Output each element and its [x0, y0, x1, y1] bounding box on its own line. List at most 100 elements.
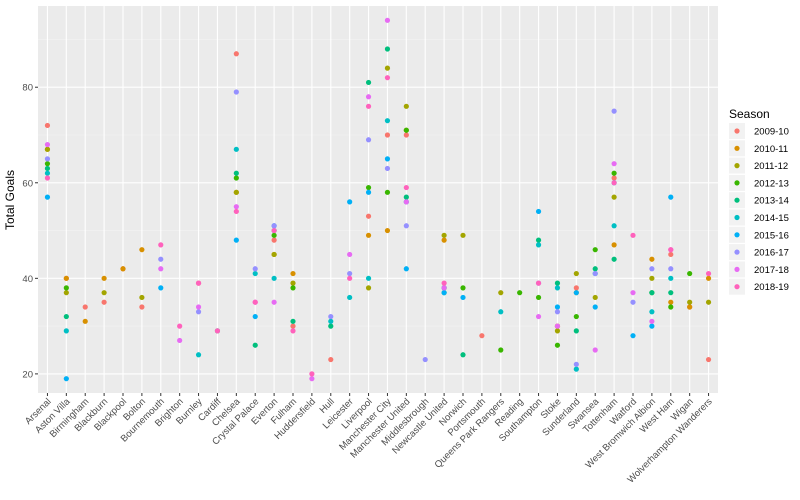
data-point: [195, 309, 202, 315]
data-point: [592, 347, 598, 353]
data-point: [44, 156, 51, 162]
data-point: [517, 290, 523, 296]
data-point: [365, 184, 372, 191]
data-point: [649, 290, 655, 296]
y-tick-label: 40: [22, 274, 33, 285]
data-point: [573, 313, 579, 320]
data-point: [611, 170, 617, 176]
data-point: [365, 275, 372, 281]
legend-key: [734, 214, 740, 221]
data-point: [611, 175, 617, 181]
data-point: [347, 275, 353, 281]
data-point: [101, 275, 107, 281]
data-point: [649, 256, 655, 262]
data-point: [328, 318, 334, 324]
data-point: [498, 347, 504, 353]
data-point: [233, 204, 239, 210]
data-point: [290, 323, 296, 329]
data-point: [195, 280, 202, 286]
data-point: [668, 304, 674, 310]
data-point: [44, 146, 51, 152]
data-point: [158, 242, 164, 248]
data-point: [271, 232, 277, 238]
data-point: [44, 194, 51, 200]
data-point: [328, 356, 334, 363]
legend-label: 2013-14: [754, 196, 789, 207]
data-point: [687, 304, 693, 310]
data-point: [668, 247, 674, 253]
data-point: [63, 275, 69, 281]
data-point: [347, 270, 353, 277]
data-point: [535, 242, 542, 248]
data-point: [384, 132, 391, 138]
panel-background: [38, 6, 718, 393]
data-point: [649, 266, 655, 272]
data-point: [82, 318, 88, 324]
data-point: [554, 285, 561, 291]
data-point: [158, 266, 164, 272]
data-point: [290, 318, 296, 324]
legend-key: [734, 128, 740, 134]
data-point: [554, 304, 561, 310]
data-point: [365, 103, 372, 109]
data-point: [384, 46, 391, 52]
y-tick-label: 20: [22, 369, 33, 380]
data-point: [290, 285, 296, 291]
data-point: [441, 290, 447, 296]
data-point: [233, 170, 239, 176]
legend-key: [734, 249, 740, 255]
data-point: [44, 175, 51, 181]
data-point: [460, 285, 466, 291]
data-point: [365, 285, 372, 291]
data-point: [290, 280, 296, 286]
data-point: [649, 323, 655, 329]
data-point: [611, 242, 617, 248]
data-point: [233, 175, 239, 181]
legend-key: [734, 197, 740, 203]
legend-key: [734, 266, 740, 272]
data-point: [271, 223, 277, 229]
data-point: [252, 313, 258, 320]
data-point: [611, 223, 617, 229]
data-point: [403, 199, 409, 205]
data-point: [101, 299, 107, 305]
legend-label: 2012-13: [754, 178, 789, 189]
legend-label: 2017-18: [754, 265, 789, 276]
data-point: [705, 356, 712, 363]
data-point: [441, 237, 447, 243]
data-point: [328, 313, 334, 320]
data-point: [611, 194, 617, 200]
data-point: [649, 309, 655, 315]
data-point: [535, 208, 542, 215]
data-point: [252, 299, 258, 305]
data-point: [195, 304, 202, 310]
data-point: [573, 361, 579, 367]
legend-label: 2016-17: [754, 248, 789, 259]
data-point: [611, 256, 617, 262]
data-point: [687, 299, 693, 305]
data-point: [403, 194, 409, 200]
data-point: [668, 275, 674, 281]
data-point: [63, 290, 69, 296]
legend-label: 2009-10: [754, 127, 789, 138]
data-point: [668, 251, 674, 258]
data-point: [233, 189, 239, 195]
data-point: [630, 290, 636, 296]
data-point: [177, 337, 183, 344]
data-point: [384, 165, 391, 172]
data-point: [214, 328, 221, 334]
data-point: [252, 342, 258, 348]
data-point: [592, 270, 598, 277]
data-point: [252, 270, 258, 277]
data-point: [630, 299, 636, 305]
data-point: [573, 270, 579, 277]
data-point: [687, 270, 693, 277]
data-point: [82, 304, 88, 310]
data-point: [535, 280, 542, 286]
data-point: [158, 285, 164, 291]
data-point: [384, 189, 391, 195]
legend-label: 2015-16: [754, 230, 789, 241]
data-point: [611, 161, 617, 167]
